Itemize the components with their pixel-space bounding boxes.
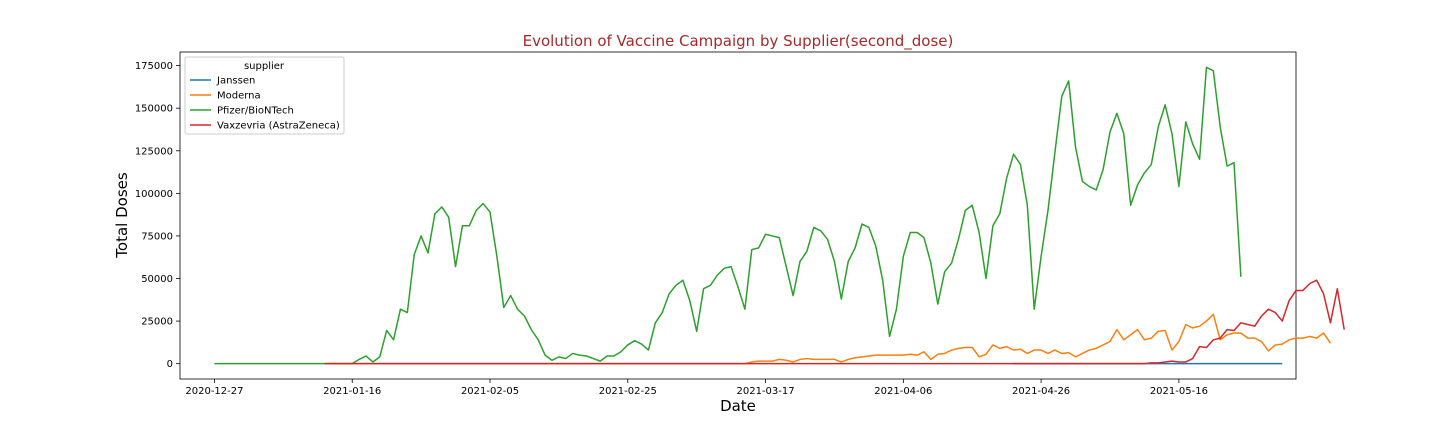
y-axis-label: Total Doses [113, 172, 131, 259]
legend-title: supplier [244, 61, 285, 72]
y-tick-label: 0 [167, 359, 173, 370]
y-tick-label: 175000 [135, 61, 173, 72]
x-tick-label: 2020-12-27 [185, 386, 243, 397]
x-tick-label: 2021-02-05 [461, 386, 519, 397]
y-tick-label: 50000 [141, 274, 173, 285]
chart-title: Evolution of Vaccine Campaign by Supplie… [523, 32, 954, 51]
y-tick-label: 100000 [135, 189, 173, 200]
legend-items: Janssen Moderna Pfizer/BioNTech Vaxzevria (… [190, 76, 340, 132]
legend-label-vaxzevria-astrazeneca: Vaxzevria (AstraZeneca) [217, 121, 340, 132]
legend-label-pfizer-biontech: Pfizer/BioNTech [217, 106, 294, 117]
legend-label-janssen: Janssen [216, 76, 255, 87]
x-tick-label: 2021-02-25 [599, 386, 657, 397]
legend: supplier Janssen Moderna Pfizer/BioNTech Va… [184, 56, 345, 135]
x-axis: 2020-12-27 2021-01-16 2021-02-05 2021-02-25… [185, 379, 1208, 397]
y-axis: 0 25000 50000 75000 100000 125000 150000 175000 [135, 61, 180, 370]
x-tick-label: 2021-04-26 [1012, 386, 1070, 397]
y-tick-label: 75000 [141, 231, 173, 242]
y-tick-label: 25000 [141, 317, 173, 328]
series-lines [214, 66, 1345, 365]
legend-label-moderna: Moderna [217, 91, 261, 102]
plot-frame [179, 51, 1297, 380]
y-tick-label: 150000 [135, 104, 173, 115]
y-tick-label: 125000 [135, 146, 173, 157]
x-axis-label: Date [720, 397, 756, 415]
legend-box [184, 56, 345, 135]
series-line-moderna [324, 313, 1332, 365]
x-tick-label: 2021-03-17 [736, 386, 794, 397]
x-tick-label: 2021-04-06 [874, 386, 932, 397]
series-line-pfizer-biontech [214, 66, 1242, 365]
x-tick-label: 2021-01-16 [323, 386, 381, 397]
series-line-vaxzevria-astrazeneca [324, 279, 1345, 365]
x-tick-label: 2021-05-16 [1150, 386, 1208, 397]
